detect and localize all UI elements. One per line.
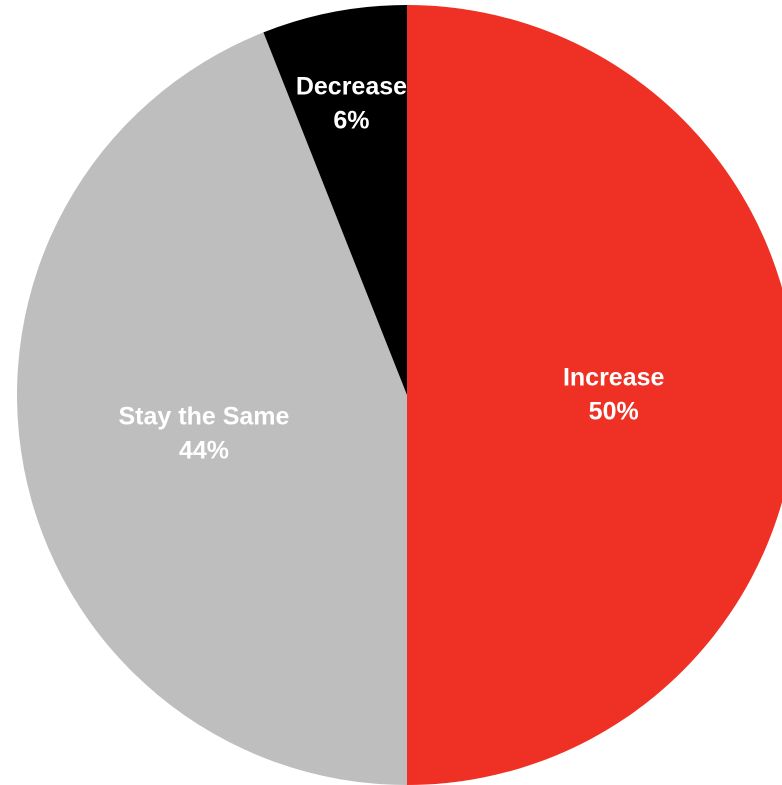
slice-label-decrease: Decrease — [296, 72, 407, 100]
pie-labels: Increase 50% Stay the Same 44% Decrease 6% — [119, 72, 665, 464]
pie-slice-increase — [407, 5, 782, 785]
slice-value-increase: 50% — [589, 398, 639, 426]
slice-value-decrease: 6% — [333, 106, 369, 134]
pie-slice-stay-the-same — [17, 32, 407, 785]
slice-value-stay-the-same: 44% — [179, 436, 229, 464]
pie-slice-decrease — [263, 5, 407, 395]
slice-label-increase: Increase — [563, 364, 665, 392]
slice-label-stay-the-same: Stay the Same — [119, 402, 290, 430]
pie-slices — [17, 5, 782, 785]
